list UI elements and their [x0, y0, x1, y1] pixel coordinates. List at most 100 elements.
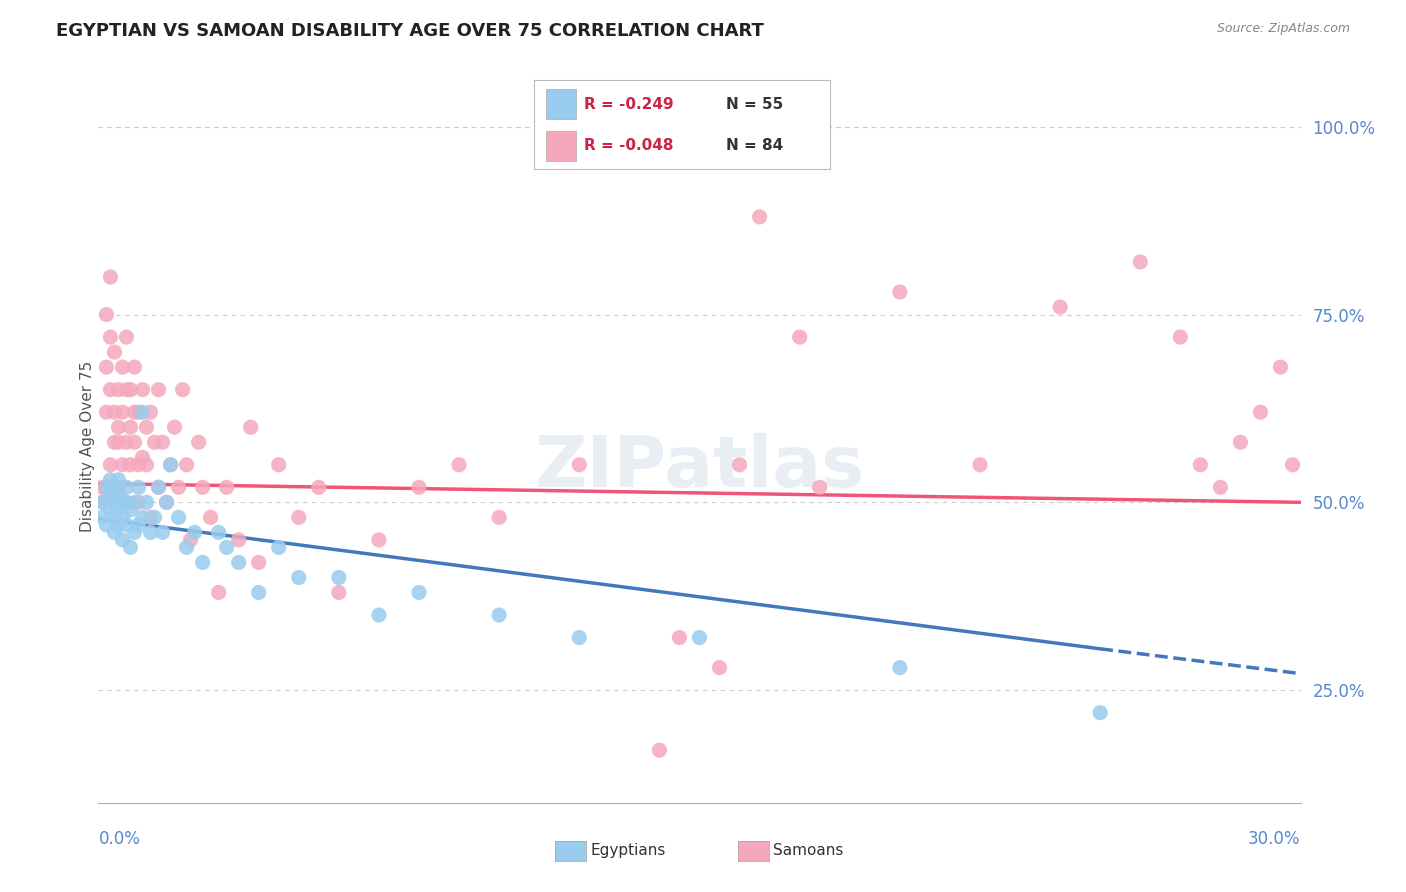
Point: [100, 488, 122, 502]
Text: Egyptians: Egyptians: [591, 844, 666, 858]
Point: [267, 458, 290, 472]
Point: [288, 570, 311, 584]
Point: [91, 510, 114, 524]
Point: [228, 533, 250, 547]
Point: [103, 345, 125, 359]
Point: [368, 533, 391, 547]
Point: [148, 383, 170, 397]
Point: [152, 525, 174, 540]
Point: [103, 495, 125, 509]
Point: [131, 510, 153, 524]
Point: [568, 458, 591, 472]
Point: [128, 458, 150, 472]
Point: [120, 458, 142, 472]
Point: [239, 420, 262, 434]
Text: R = -0.249: R = -0.249: [585, 97, 673, 112]
Point: [155, 495, 177, 509]
Point: [120, 383, 142, 397]
Point: [115, 517, 138, 532]
Point: [789, 330, 811, 344]
Point: [103, 480, 125, 494]
Point: [328, 585, 350, 599]
Point: [187, 435, 209, 450]
Point: [215, 480, 238, 494]
Point: [447, 458, 470, 472]
Point: [103, 405, 125, 419]
Point: [128, 517, 150, 532]
Point: [131, 405, 153, 419]
Point: [124, 360, 146, 375]
Point: [889, 285, 911, 299]
Text: EGYPTIAN VS SAMOAN DISABILITY AGE OVER 75 CORRELATION CHART: EGYPTIAN VS SAMOAN DISABILITY AGE OVER 7…: [56, 22, 763, 40]
Point: [139, 405, 162, 419]
Point: [889, 660, 911, 674]
Point: [172, 383, 194, 397]
Point: [1229, 435, 1251, 450]
Point: [748, 210, 770, 224]
Point: [1250, 405, 1272, 419]
Point: [115, 330, 138, 344]
Point: [328, 570, 350, 584]
Point: [247, 585, 270, 599]
FancyBboxPatch shape: [546, 89, 575, 119]
Point: [107, 473, 129, 487]
Point: [135, 495, 157, 509]
Point: [96, 495, 118, 509]
Point: [107, 488, 129, 502]
Point: [808, 480, 831, 494]
Text: Source: ZipAtlas.com: Source: ZipAtlas.com: [1216, 22, 1350, 36]
Point: [128, 405, 150, 419]
Point: [488, 607, 510, 622]
Point: [247, 556, 270, 570]
Point: [148, 480, 170, 494]
Point: [191, 556, 214, 570]
Point: [488, 510, 510, 524]
Point: [408, 585, 430, 599]
Point: [107, 435, 129, 450]
Point: [728, 458, 751, 472]
Point: [124, 495, 146, 509]
Point: [200, 510, 222, 524]
Text: N = 55: N = 55: [725, 97, 783, 112]
Point: [648, 743, 671, 757]
Point: [1170, 330, 1192, 344]
Point: [163, 420, 186, 434]
Point: [96, 360, 118, 375]
Point: [100, 473, 122, 487]
Point: [139, 525, 162, 540]
Point: [115, 480, 138, 494]
Point: [115, 495, 138, 509]
Point: [120, 541, 142, 555]
Point: [115, 435, 138, 450]
Point: [91, 495, 114, 509]
Point: [103, 435, 125, 450]
Y-axis label: Disability Age Over 75: Disability Age Over 75: [80, 360, 94, 532]
Point: [111, 458, 134, 472]
Point: [107, 420, 129, 434]
Point: [128, 495, 150, 509]
Text: R = -0.048: R = -0.048: [585, 138, 673, 153]
Point: [180, 533, 202, 547]
Point: [1129, 255, 1152, 269]
Point: [115, 495, 138, 509]
Point: [969, 458, 991, 472]
Point: [111, 495, 134, 509]
Point: [1049, 300, 1071, 314]
Point: [1281, 458, 1303, 472]
Point: [668, 631, 690, 645]
Point: [100, 458, 122, 472]
Point: [107, 517, 129, 532]
Point: [159, 458, 181, 472]
Point: [103, 510, 125, 524]
Point: [120, 503, 142, 517]
Point: [215, 541, 238, 555]
Point: [91, 480, 114, 494]
Point: [689, 631, 711, 645]
Point: [143, 510, 166, 524]
Point: [131, 383, 153, 397]
Point: [709, 660, 731, 674]
Point: [155, 495, 177, 509]
Point: [152, 435, 174, 450]
Point: [568, 631, 591, 645]
Point: [1270, 360, 1292, 375]
